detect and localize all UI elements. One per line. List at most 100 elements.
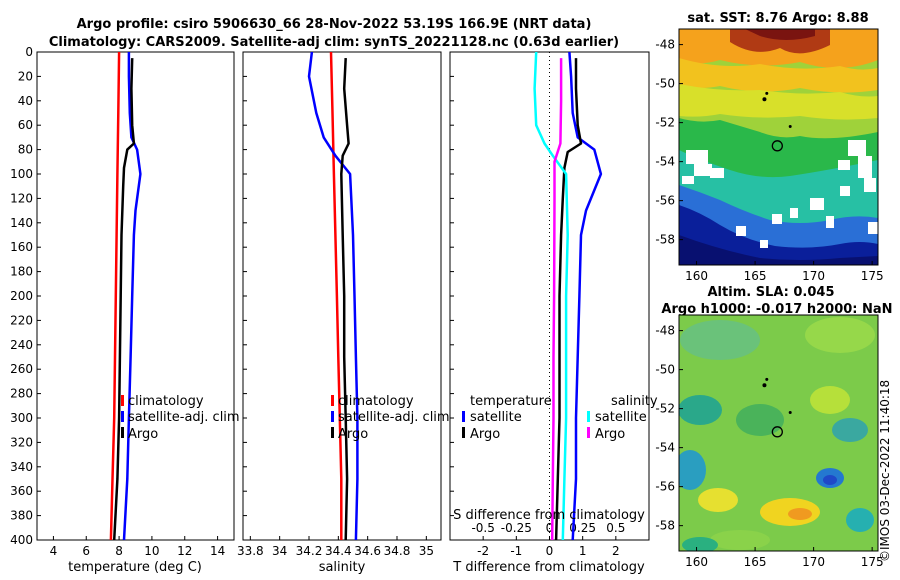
series-line-temperature-satellite xyxy=(568,51,603,541)
legend-s-satellite-label: satellite xyxy=(595,410,647,425)
x-tick-label: 34 xyxy=(272,544,287,558)
sst-map-field xyxy=(679,29,878,265)
salinity-panel: 33.8 34 34.2 34.4 34.6 34.8 35 xyxy=(237,51,434,558)
temperature-panel-frame xyxy=(36,51,235,541)
sst-map-title: sat. SST: 8.76 Argo: 8.88 xyxy=(687,11,868,26)
s-difference-tick-label: 0 xyxy=(546,521,554,535)
depth-tick-label: 220 xyxy=(10,313,33,327)
map-y-tick-label: -48 xyxy=(655,324,675,338)
map-y-tick-label: -50 xyxy=(655,363,675,377)
x-tick-label: 34.6 xyxy=(354,544,381,558)
depth-tick-label: 100 xyxy=(10,167,33,181)
s-difference-tick-label: 0.5 xyxy=(606,521,625,535)
map-x-tick-label: 160 xyxy=(685,269,708,283)
map-x-tick-label: 170 xyxy=(802,269,825,283)
map-y-tick-label: -48 xyxy=(655,38,675,52)
sla-map-title: Altim. SLA: 0.045 xyxy=(708,285,835,300)
depth-tick-label: 260 xyxy=(10,362,33,376)
sla-map-axes: 160 165 170 175 -48 -50 -52 -54 -56 -58 xyxy=(655,324,883,569)
series-line-argo xyxy=(340,58,350,541)
float-track-dot xyxy=(788,125,792,129)
x-tick-label: 2 xyxy=(612,544,620,558)
float-track-dot xyxy=(788,411,792,415)
legend-s-argo-label: Argo xyxy=(595,427,625,442)
legend-climatology-swatch xyxy=(331,395,334,406)
x-tick-label: 35 xyxy=(419,544,434,558)
depth-tick-label: 300 xyxy=(10,411,33,425)
argo-position-marker xyxy=(771,426,783,438)
legend-satellite-label: satellite-adj. clim xyxy=(128,410,240,425)
series-line-temperature-argo xyxy=(554,58,583,541)
legend-t-argo-label: Argo xyxy=(470,427,500,442)
depth-tick-label: 380 xyxy=(10,509,33,523)
legend-t-satellite-swatch xyxy=(462,411,465,422)
sla-map-frame xyxy=(678,314,879,552)
salinity-legend: climatology satellite-adj. clim Argo xyxy=(331,394,450,442)
map-y-tick-label: -56 xyxy=(655,480,675,494)
map-x-tick-label: 175 xyxy=(861,555,884,569)
map-y-tick-label: -54 xyxy=(655,155,675,169)
s-difference-xlabel: S difference from climatology xyxy=(453,508,645,523)
sst-map-axes: 160 165 170 175 -48 -50 -52 -54 -56 -58 xyxy=(655,38,883,283)
x-tick-label: 34.2 xyxy=(296,544,323,558)
depth-axis: 0 20 40 60 80 100 120 140 160 180 200 220 240 260 280 3… xyxy=(10,45,33,547)
depth-tick-label: 180 xyxy=(10,265,33,279)
map-y-tick-label: -50 xyxy=(655,77,675,91)
depth-tick-label: 280 xyxy=(10,387,33,401)
legend-climatology-label: climatology xyxy=(338,394,414,409)
float-track-dot xyxy=(765,377,769,381)
series-line-salinity-satellite xyxy=(533,51,569,541)
legend-satellite-swatch xyxy=(331,411,334,422)
series-line-salinity-argo xyxy=(550,58,563,541)
legend-satellite-label: satellite-adj. clim xyxy=(338,410,450,425)
s-difference-tick-label: -0.5 xyxy=(471,521,494,535)
depth-tick-label: 200 xyxy=(10,289,33,303)
x-tick-label: 14 xyxy=(210,544,225,558)
difference-legend: temperature salinity satellite Argo sate… xyxy=(462,394,658,442)
legend-temperature-header: temperature xyxy=(470,394,552,409)
x-tick-label: 10 xyxy=(144,544,159,558)
legend-s-satellite-swatch xyxy=(587,411,590,422)
float-track-dot xyxy=(765,91,769,95)
map-y-tick-label: -52 xyxy=(655,116,675,130)
figure-title-line1: Argo profile: csiro 5906630_66 28-Nov-20… xyxy=(77,17,592,32)
depth-tick-label: 160 xyxy=(10,240,33,254)
legend-s-argo-swatch xyxy=(587,427,590,438)
legend-argo-swatch xyxy=(121,427,124,438)
imos-timestamp: ©IMOS 03-Dec-2022 11:40:18 xyxy=(878,379,892,562)
series-line-climatology xyxy=(109,51,121,541)
float-track-dot xyxy=(762,97,767,102)
map-x-tick-label: 165 xyxy=(744,269,767,283)
depth-tick-label: 340 xyxy=(10,460,33,474)
x-tick-label: -2 xyxy=(477,544,489,558)
x-tick-label: 1 xyxy=(579,544,587,558)
temperature-panel: 4 6 8 10 12 14 xyxy=(37,51,225,558)
depth-tick-label: 320 xyxy=(10,435,33,449)
x-tick-label: 4 xyxy=(50,544,58,558)
map-y-tick-label: -58 xyxy=(655,519,675,533)
argo-position-marker xyxy=(771,140,783,152)
difference-panel: -2 -1 0 1 2 -0.5 -0.25 0 0.25 0.5 xyxy=(450,51,625,558)
depth-tick-label: 140 xyxy=(10,216,33,230)
legend-climatology-label: climatology xyxy=(128,394,204,409)
sla-map-field xyxy=(679,315,878,551)
legend-argo-label: Argo xyxy=(338,427,368,442)
series-line-climatology xyxy=(329,51,343,540)
depth-tick-label: 400 xyxy=(10,533,33,547)
t-difference-xlabel: T difference from climatology xyxy=(452,560,645,575)
depth-tick-label: 0 xyxy=(25,45,33,59)
depth-tick-label: 80 xyxy=(18,143,33,157)
x-tick-label: -1 xyxy=(510,544,522,558)
depth-tick-label: 240 xyxy=(10,338,33,352)
float-track-dot xyxy=(762,383,767,388)
map-x-tick-label: 175 xyxy=(861,269,884,283)
legend-t-argo-swatch xyxy=(462,427,465,438)
depth-tick-label: 60 xyxy=(18,118,33,132)
salinity-xlabel: salinity xyxy=(319,560,366,575)
legend-salinity-header: salinity xyxy=(611,394,658,409)
map-y-tick-label: -54 xyxy=(655,441,675,455)
series-line-satellite-adj-clim xyxy=(122,52,142,541)
x-tick-label: 12 xyxy=(177,544,192,558)
x-tick-label: 8 xyxy=(115,544,123,558)
